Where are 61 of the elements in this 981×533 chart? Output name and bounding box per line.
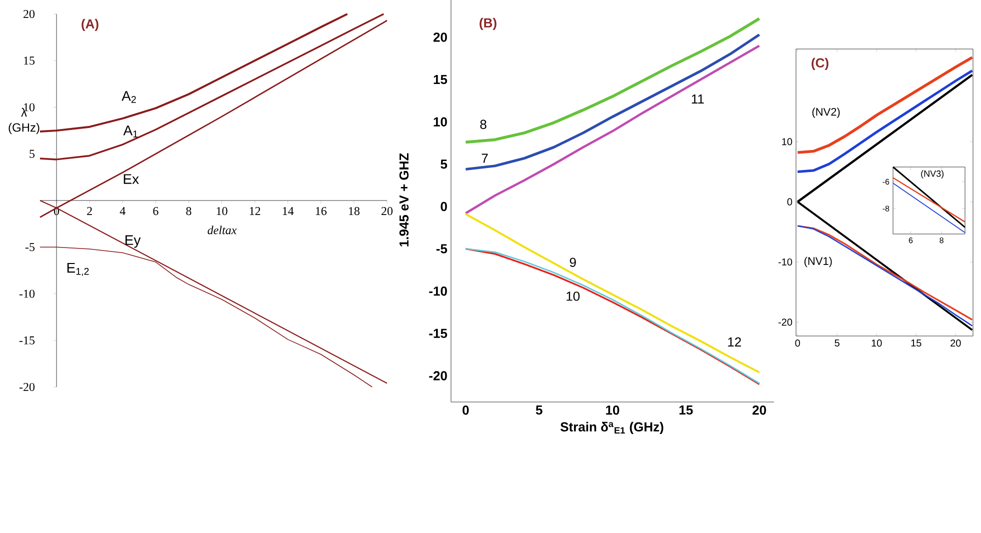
x-tick-label: 20 (382, 207, 393, 216)
chart-title: (A) (82, 18, 98, 32)
y-tick-label: -15 (19, 336, 35, 344)
y-tick-label: 15 (434, 75, 448, 84)
x-axis-title: Strain δ$^{a}$$_{E1}$ (GHz) (560, 422, 664, 434)
x-tick-label: 15 (680, 406, 693, 415)
y-tick-label: 5 (440, 160, 448, 169)
y-tick-label: -20 (19, 382, 35, 392)
x-tick-label: 0 (462, 406, 469, 415)
annotation: (NV2) (812, 108, 840, 118)
y-tick-label: -8 (882, 206, 890, 212)
y-tick-label: -10 (19, 290, 35, 298)
y-tick-label: -15 (429, 328, 448, 338)
annotation: A$_{1}$ (123, 126, 138, 138)
annotation: Ey (126, 235, 141, 248)
y-tick-label: 0 (787, 198, 792, 206)
y-tick-label: 10 (782, 138, 792, 146)
x-tick-label: 16 (316, 207, 327, 216)
y-tick-label: 20 (24, 10, 35, 18)
x-tick-label: 14 (282, 207, 294, 215)
y-tick-label: 5 (30, 150, 35, 158)
x-tick-label: 0 (795, 340, 800, 347)
y-tick-label: -10 (778, 258, 792, 266)
x-tick-label: 12 (250, 207, 260, 215)
text: (C) (812, 58, 828, 70)
x-tick-label: 8 (186, 207, 192, 216)
x-tick-label: 6 (908, 238, 913, 244)
annotation: 8 (480, 120, 486, 130)
y-tick-label: 15 (24, 56, 35, 65)
x-tick-label: 2 (87, 207, 92, 215)
x-tick-label: 20 (950, 340, 961, 347)
text: (B) (480, 18, 496, 30)
annotation: 9 (570, 258, 576, 267)
x-tick-label: 5 (834, 340, 840, 347)
y-tick-label: -5 (25, 243, 35, 252)
annotation: Ex (124, 174, 139, 184)
x-tick-label: 5 (536, 406, 542, 415)
y-tick-label: -5 (436, 244, 448, 254)
x-tick-label: 10 (872, 340, 882, 347)
y-axis-title: 1.945 eV + GHZ (399, 153, 409, 246)
y-tick-label: -20 (778, 318, 792, 326)
annotation: (NV3) (921, 170, 944, 179)
x-tick-label: 6 (153, 207, 158, 216)
y-tick-label: 20 (433, 32, 447, 42)
x-axis-title: deltax (208, 226, 237, 234)
y-tick-label: 10 (434, 117, 447, 126)
y-tick-label: -20 (429, 371, 447, 380)
x-tick-label: 4 (120, 207, 126, 215)
x-tick-label: 18 (349, 207, 360, 216)
x-tick-label: 20 (752, 406, 766, 415)
annotation: E$_{1,2}$ (67, 262, 89, 276)
x-tick-label: 10 (606, 406, 620, 415)
annotation: 11 (692, 94, 704, 104)
x-tick-label: 15 (911, 340, 922, 347)
annotation: (NV1) (804, 256, 832, 268)
annotation: 7 (482, 154, 488, 163)
y-tick-label: -6 (882, 178, 890, 185)
y-tick-label: -10 (429, 286, 447, 296)
annotation: A$_{2}$ (122, 91, 136, 103)
x-tick-label: 10 (216, 207, 228, 216)
annotation: 10 (566, 292, 580, 301)
